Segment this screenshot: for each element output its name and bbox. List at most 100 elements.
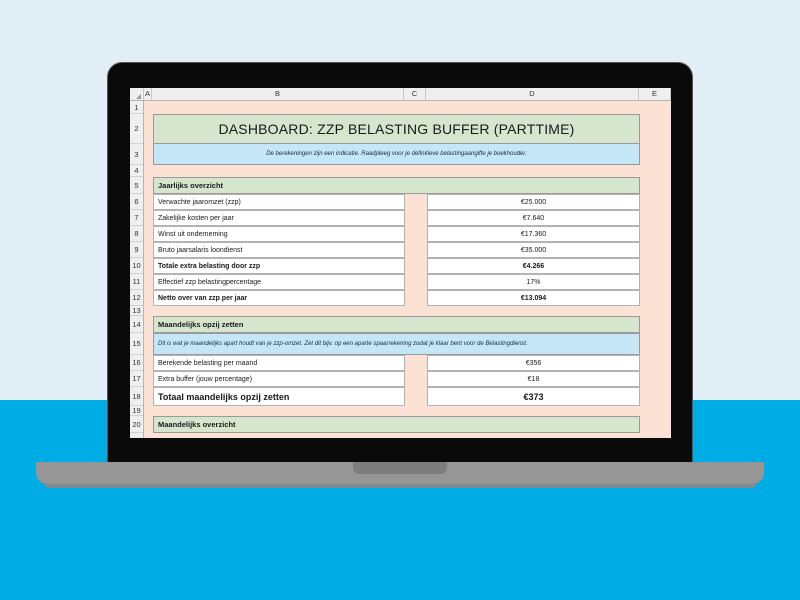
empty-row-fill[interactable] <box>153 306 671 316</box>
sheet-row-5[interactable]: Jaarlijks overzicht <box>145 177 671 194</box>
cell-c-gap[interactable] <box>405 355 427 371</box>
cell-a[interactable] <box>145 165 153 177</box>
column-header-e[interactable]: E <box>639 88 671 100</box>
row-number-12[interactable]: 12 <box>130 290 143 306</box>
row-value[interactable]: €35.000 <box>427 242 640 258</box>
row-label[interactable]: Zakelijke kosten per jaar <box>153 210 405 226</box>
sheet-row-19[interactable] <box>145 406 671 416</box>
cell-c-gap[interactable] <box>405 226 427 242</box>
sheet-row-7[interactable]: Zakelijke kosten per jaar €7.640 <box>145 210 671 226</box>
cell-e[interactable] <box>640 290 671 306</box>
sheet-row-10[interactable]: Totale extra belasting door zzp €4.266 <box>145 258 671 274</box>
sheet-row-1[interactable] <box>145 101 671 114</box>
row-number-16[interactable]: 16 <box>130 355 143 371</box>
row-label[interactable]: Verwachte jaaromzet (zzp) <box>153 194 405 210</box>
row-value[interactable]: €13.094 <box>427 290 640 306</box>
cell-a[interactable] <box>145 114 153 144</box>
cell-e[interactable] <box>640 355 671 371</box>
sheet-row-17[interactable]: Extra buffer (jouw percentage) €18 <box>145 371 671 387</box>
empty-row-fill[interactable] <box>153 165 671 177</box>
cell-e[interactable] <box>640 258 671 274</box>
row-number-5[interactable]: 5 <box>130 177 143 194</box>
row-value[interactable]: 17% <box>427 274 640 290</box>
row-value[interactable]: €356 <box>427 355 640 371</box>
sheet-row-11[interactable]: Effectief zzp belastingpercentage 17% <box>145 274 671 290</box>
cell-a[interactable] <box>145 210 153 226</box>
column-header-d[interactable]: D <box>426 88 639 100</box>
column-header-c[interactable]: C <box>404 88 426 100</box>
sheet-row-15[interactable]: Dit is wat je maandelijks apart houdt va… <box>145 333 671 355</box>
empty-row-fill[interactable] <box>153 406 671 416</box>
select-all-corner[interactable] <box>130 88 144 100</box>
cell-a[interactable] <box>145 371 153 387</box>
row-value[interactable]: €7.640 <box>427 210 640 226</box>
sheet-row-16[interactable]: Berekende belasting per maand €356 <box>145 355 671 371</box>
row-label[interactable]: Extra buffer (jouw percentage) <box>153 371 405 387</box>
spreadsheet-grid[interactable]: DASHBOARD: ZZP BELASTING BUFFER (PARTTIM… <box>145 101 671 438</box>
cell-e[interactable] <box>640 371 671 387</box>
sheet-row-14[interactable]: Maandelijks opzij zetten <box>145 316 671 333</box>
cell-a[interactable] <box>145 406 153 416</box>
sheet-row-9[interactable]: Bruto jaarsalaris loondienst €35.000 <box>145 242 671 258</box>
cell-a[interactable] <box>145 274 153 290</box>
sheet-row-8[interactable]: Winst uit onderneming €17.360 <box>145 226 671 242</box>
cell-e[interactable] <box>640 387 671 406</box>
row-number-10[interactable]: 10 <box>130 258 143 274</box>
row-value[interactable]: €4.266 <box>427 258 640 274</box>
sheet-row-6[interactable]: Verwachte jaaromzet (zzp) €25.000 <box>145 194 671 210</box>
spreadsheet[interactable]: A B C D E 1 2 3 4 5 6 7 8 9 10 11 12 13 14 15 16 17 18 19 2… <box>130 88 671 438</box>
cell-a[interactable] <box>145 333 153 355</box>
cell-a[interactable] <box>145 387 153 406</box>
row-label[interactable]: Totale extra belasting door zzp <box>153 258 405 274</box>
row-number-15[interactable]: 15 <box>130 333 143 355</box>
row-number-2[interactable]: 2 <box>130 114 143 144</box>
row-number-14[interactable]: 14 <box>130 316 143 333</box>
row-number-9[interactable]: 9 <box>130 242 143 258</box>
row-number-7[interactable]: 7 <box>130 210 143 226</box>
column-header-b[interactable]: B <box>152 88 404 100</box>
cell-c-gap[interactable] <box>405 242 427 258</box>
column-header-a[interactable]: A <box>144 88 152 100</box>
cell-c-gap[interactable] <box>405 210 427 226</box>
cell-a[interactable] <box>145 144 153 165</box>
sheet-row-13[interactable] <box>145 306 671 316</box>
cell-c-gap[interactable] <box>405 290 427 306</box>
row-number-19[interactable]: 19 <box>130 406 143 416</box>
row-label[interactable]: Bruto jaarsalaris loondienst <box>153 242 405 258</box>
column-header-strip[interactable]: A B C D E <box>130 88 671 101</box>
sheet-row-2[interactable]: DASHBOARD: ZZP BELASTING BUFFER (PARTTIM… <box>145 114 671 144</box>
row-label[interactable]: Winst uit onderneming <box>153 226 405 242</box>
row-number-6[interactable]: 6 <box>130 194 143 210</box>
row-number-3[interactable]: 3 <box>130 144 143 165</box>
cell-a[interactable] <box>145 194 153 210</box>
cell-a[interactable] <box>145 101 153 114</box>
cell-a[interactable] <box>145 316 153 333</box>
row-number-11[interactable]: 11 <box>130 274 143 290</box>
cell-e[interactable] <box>640 274 671 290</box>
row-value[interactable]: €17.360 <box>427 226 640 242</box>
sheet-row-18[interactable]: Totaal maandelijks opzij zetten €373 <box>145 387 671 406</box>
row-value[interactable]: €18 <box>427 371 640 387</box>
row-number-4[interactable]: 4 <box>130 165 143 177</box>
row-number-17[interactable]: 17 <box>130 371 143 387</box>
sheet-row-4[interactable] <box>145 165 671 177</box>
row-value[interactable]: €373 <box>427 387 640 406</box>
cell-a[interactable] <box>145 306 153 316</box>
empty-row-fill[interactable] <box>153 101 671 114</box>
sheet-row-20[interactable]: Maandelijks overzicht <box>145 416 671 433</box>
sheet-row-3[interactable]: De berekeningen zijn een indicatie. Raad… <box>145 144 671 165</box>
row-number-20[interactable]: 20 <box>130 416 143 433</box>
cell-a[interactable] <box>145 242 153 258</box>
cell-a[interactable] <box>145 177 153 194</box>
row-number-gutter[interactable]: 1 2 3 4 5 6 7 8 9 10 11 12 13 14 15 16 17 18 19 20 <box>130 101 144 438</box>
cell-a[interactable] <box>145 290 153 306</box>
row-number-18[interactable]: 18 <box>130 387 143 406</box>
cell-a[interactable] <box>145 226 153 242</box>
row-label[interactable]: Effectief zzp belastingpercentage <box>153 274 405 290</box>
cell-e[interactable] <box>640 226 671 242</box>
sheet-row-12[interactable]: Netto over van zzp per jaar €13.094 <box>145 290 671 306</box>
cell-c-gap[interactable] <box>405 258 427 274</box>
cell-e[interactable] <box>640 194 671 210</box>
cell-c-gap[interactable] <box>405 371 427 387</box>
cell-a[interactable] <box>145 355 153 371</box>
